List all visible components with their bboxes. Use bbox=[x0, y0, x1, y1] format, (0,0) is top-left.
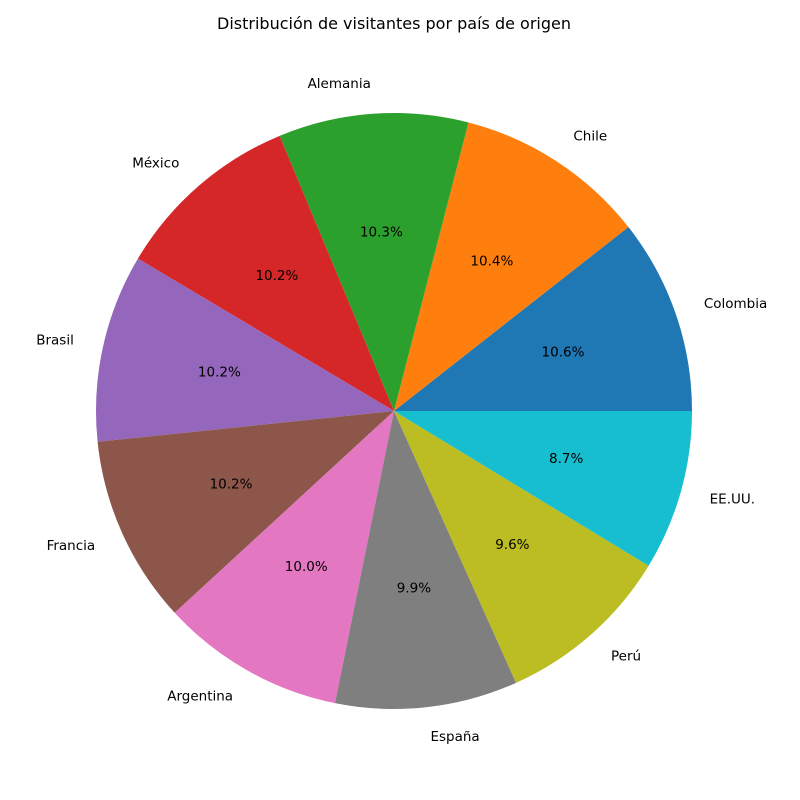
category-label-francia: Francia bbox=[47, 538, 96, 554]
percent-label-peru: 9.6% bbox=[495, 537, 529, 553]
pie-slice-colombia bbox=[394, 227, 692, 411]
percent-label-brasil: 10.2% bbox=[198, 365, 241, 381]
pie-slices bbox=[95, 113, 692, 709]
category-label-colombia: Colombia bbox=[704, 296, 767, 312]
category-label-alemania: Alemania bbox=[308, 76, 371, 92]
percent-label-francia: 10.2% bbox=[210, 477, 253, 493]
percent-label-chile: 10.4% bbox=[470, 253, 513, 269]
percent-label-mexico: 10.2% bbox=[255, 268, 298, 284]
pie-slice-ee-uu bbox=[394, 411, 692, 566]
pie-slice-mexico bbox=[137, 135, 394, 411]
pie-slice-argentina bbox=[174, 411, 394, 704]
category-label-argentina: Argentina bbox=[167, 689, 233, 705]
category-label-ee-uu: EE.UU. bbox=[710, 491, 755, 507]
pie-slice-francia bbox=[97, 411, 394, 613]
percent-label-espana: 9.9% bbox=[397, 581, 431, 597]
category-label-espana: España bbox=[430, 729, 479, 745]
pie-slice-alemania bbox=[279, 113, 469, 412]
category-label-mexico: México bbox=[132, 155, 179, 171]
category-label-peru: Perú bbox=[611, 649, 641, 665]
pie-percent-labels: 10.6% 10.4% 10.3% 10.2% 10.2% 10.2% 10.0% 9.9% 9… bbox=[198, 225, 585, 597]
pie-slice-peru bbox=[394, 411, 649, 683]
percent-label-alemania: 10.3% bbox=[360, 225, 403, 241]
pie-category-labels: Colombia Chile Alemania México Brasil Francia… bbox=[36, 76, 767, 745]
pie-slice-espana bbox=[335, 411, 517, 709]
pie-slice-brasil bbox=[95, 258, 395, 442]
pie-slice-chile bbox=[394, 122, 629, 412]
chart-title: Distribución de visitantes por país de o… bbox=[217, 14, 571, 33]
category-label-brasil: Brasil bbox=[36, 333, 74, 349]
percent-label-ee-uu: 8.7% bbox=[549, 451, 583, 467]
category-label-chile: Chile bbox=[573, 129, 607, 145]
percent-label-colombia: 10.6% bbox=[542, 345, 585, 361]
percent-label-argentina: 10.0% bbox=[285, 559, 328, 575]
